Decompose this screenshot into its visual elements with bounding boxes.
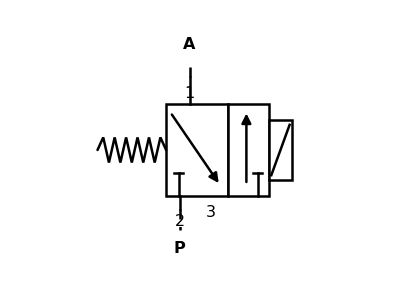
Bar [228,104,269,196]
Text: A: A [183,37,196,52]
Bar [166,104,228,196]
Text: P: P [174,241,186,257]
Text: 2: 2 [175,214,185,229]
Text: 3: 3 [206,205,216,220]
Bar [269,120,292,180]
Text: 1: 1 [184,86,195,101]
